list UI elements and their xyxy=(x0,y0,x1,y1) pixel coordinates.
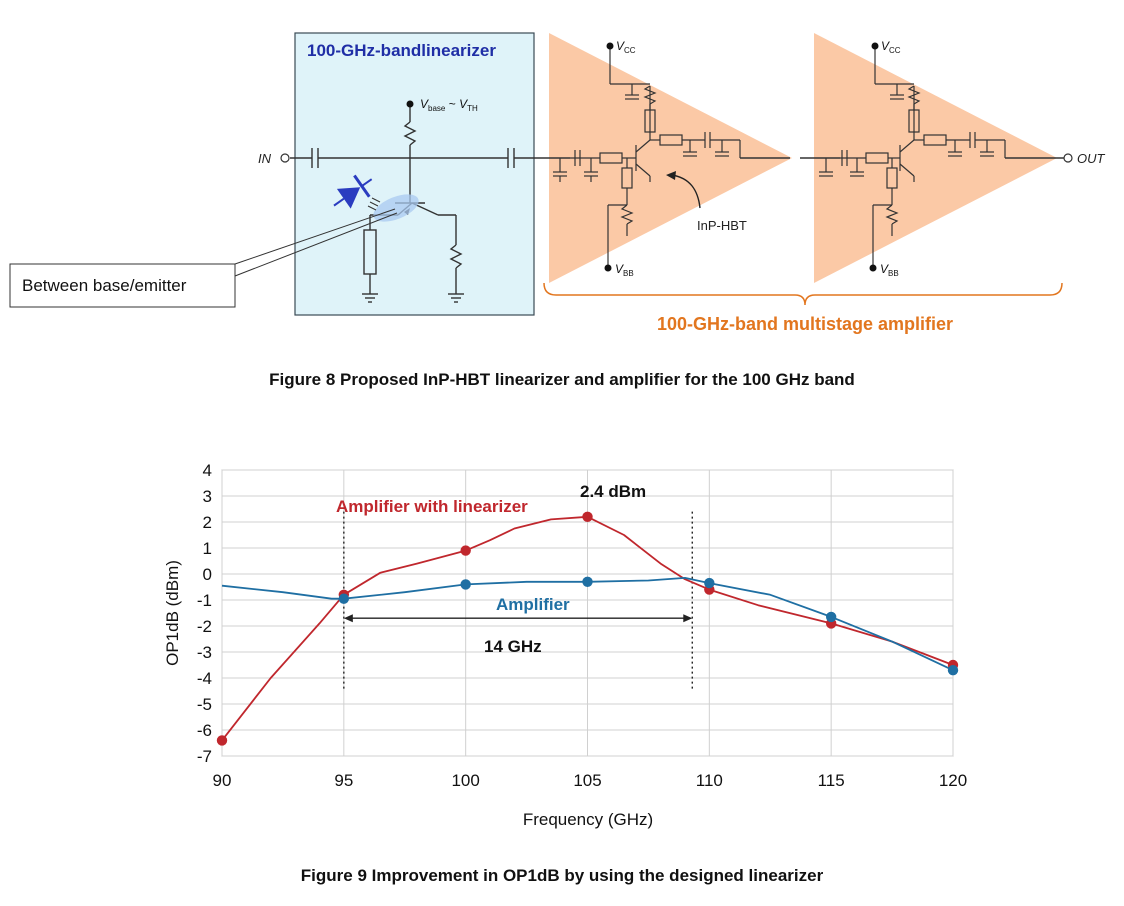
x-axis-label: Frequency (GHz) xyxy=(523,810,653,829)
series-point-1 xyxy=(460,579,471,590)
light-rays-icon xyxy=(367,197,381,211)
series-point-1 xyxy=(825,611,837,623)
y-tick-label: -2 xyxy=(197,617,212,636)
out-terminal xyxy=(1063,153,1073,163)
vbb-label-2: VBB xyxy=(880,262,899,278)
x-tick-label: 90 xyxy=(213,771,232,790)
highlight-ellipse xyxy=(373,194,419,222)
peak-label: 2.4 dBm xyxy=(580,482,646,501)
vcc-label-2: VCC xyxy=(881,39,901,55)
figure9-caption: Figure 9 Improvement in OP1dB by using t… xyxy=(300,866,824,885)
bandwidth-arrowhead-left-icon xyxy=(343,614,353,623)
vcc-node-2 xyxy=(871,42,879,50)
x-tick-label: 105 xyxy=(573,771,601,790)
bandwidth-label: 14 GHz xyxy=(484,637,542,656)
series-point-1 xyxy=(338,593,350,604)
x-tick-label: 120 xyxy=(939,771,967,790)
x-tick-labels: 90 95 100 105 110 115 120 xyxy=(213,771,968,790)
amplifier-stage-1-triangle xyxy=(549,33,792,283)
y-tick-label: 1 xyxy=(203,539,212,558)
out-label: OUT xyxy=(1077,151,1106,166)
y-tick-label: -5 xyxy=(197,695,212,714)
data-series xyxy=(216,511,959,746)
linearizer-title: 100-GHz-bandlinearizer xyxy=(307,41,496,60)
amplifier-label: 100-GHz-band multistage amplifier xyxy=(657,314,953,334)
vbb-node-2 xyxy=(869,264,877,272)
vbb-label-1: VBB xyxy=(615,262,634,278)
in-label: IN xyxy=(258,151,272,166)
hbt-pointer-arrowhead-icon xyxy=(666,171,676,180)
series-point-1 xyxy=(582,576,593,587)
bandwidth-markers xyxy=(343,511,693,691)
y-tick-label: 4 xyxy=(203,461,212,480)
x-tick-label: 110 xyxy=(696,771,723,790)
photodiode-icon xyxy=(333,174,373,209)
y-axis-label: OP1dB (dBm) xyxy=(163,560,182,666)
series-point-1 xyxy=(704,577,715,589)
vbase-vth-label: Vbase ~ VTH xyxy=(420,97,478,113)
linearizer-box xyxy=(294,32,535,316)
series-point-0 xyxy=(582,511,593,522)
callout-label: Between base/emitter xyxy=(22,276,187,295)
series-point-0 xyxy=(460,545,471,556)
amplifier-stage-2-triangle xyxy=(814,33,1057,283)
y-tick-label: -1 xyxy=(197,591,212,610)
series-point-1 xyxy=(947,665,959,676)
series-point-0 xyxy=(216,735,228,746)
y-tick-labels: 4 3 2 1 0 -1 -2 -3 -4 -5 -6 -7 xyxy=(197,461,212,766)
series-label-with-linearizer: Amplifier with linearizer xyxy=(336,497,528,516)
hbt-label: InP-HBT xyxy=(697,218,747,233)
y-tick-label: 2 xyxy=(203,513,212,532)
figure8-caption: Figure 8 Proposed InP-HBT linearizer and… xyxy=(269,370,855,389)
y-tick-label: 3 xyxy=(203,487,212,506)
figure8-circuit-diagram: 100-GHz-bandlinearizer IN OUT xyxy=(9,32,1106,334)
callout-leader-lines xyxy=(234,208,398,277)
vcc-label-1: VCC xyxy=(616,39,636,55)
x-tick-label: 95 xyxy=(334,771,353,790)
y-tick-label: -7 xyxy=(197,747,212,766)
amplifier-stage-1-circuit xyxy=(553,47,741,268)
x-tick-label: 100 xyxy=(451,771,479,790)
amplifier-stage-2-circuit xyxy=(819,47,1006,268)
vcc-node-1 xyxy=(606,42,614,50)
x-tick-label: 115 xyxy=(818,771,845,790)
signal-line xyxy=(290,148,1064,168)
y-tick-label: -6 xyxy=(197,721,212,740)
y-tick-label: -3 xyxy=(197,643,212,662)
y-tick-label: 0 xyxy=(203,565,212,584)
y-tick-label: -4 xyxy=(197,669,212,688)
amplifier-brace xyxy=(543,282,1063,306)
series-label-amplifier: Amplifier xyxy=(496,595,570,614)
bandwidth-arrowhead-right-icon xyxy=(683,614,693,623)
vbb-node-1 xyxy=(604,264,612,272)
in-terminal xyxy=(280,153,290,163)
vbase-node xyxy=(406,100,414,108)
hbt-pointer-arrow xyxy=(671,174,701,209)
callout-box xyxy=(9,263,236,308)
